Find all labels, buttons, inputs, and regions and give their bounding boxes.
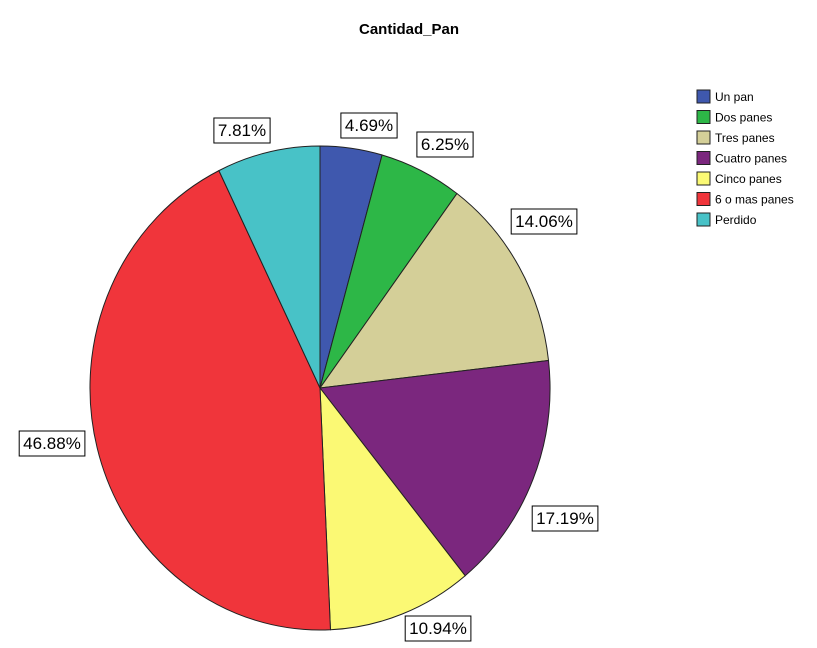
pie-slice-tres-panes — [318, 192, 550, 389]
pie-slice-6-o-mas-panes — [89, 169, 331, 631]
slice-label-text: 46.88% — [23, 434, 81, 453]
legend-item: Cinco panes — [696, 171, 782, 186]
legend-swatch — [696, 110, 711, 124]
legend-label: Perdido — [715, 213, 757, 227]
legend: Un pan Dos panes Tres panes Cuatro panes Cin… — [696, 89, 794, 227]
slice-label-text: 7.81% — [218, 121, 266, 140]
slice-label-box — [510, 208, 578, 235]
legend-label: Tres panes — [715, 131, 775, 145]
slice-label-box — [531, 505, 599, 532]
legend-swatch — [696, 151, 711, 165]
slice-label-box — [404, 615, 472, 642]
chart-title: Cantidad_Pan — [359, 21, 459, 38]
slice-label-text: 14.06% — [515, 212, 573, 231]
legend-item: Tres panes — [696, 130, 775, 145]
slice-label: 6.25% — [416, 131, 474, 158]
legend-label: 6 o mas panes — [715, 193, 794, 207]
legend-item: Dos panes — [696, 110, 772, 125]
pie-slice-perdido — [218, 145, 321, 389]
slice-label-box — [213, 117, 271, 144]
legend-item: Cuatro panes — [696, 151, 787, 166]
legend-swatch — [696, 130, 711, 145]
slice-label: 10.94% — [404, 615, 472, 642]
slice-labels: 4.69% 6.25% 14.06% 17.19% 10.94% 46.88% 7.81% — [18, 112, 599, 642]
slice-label-text: 17.19% — [536, 509, 594, 528]
slice-label-box — [416, 131, 474, 158]
slice-label-text: 10.94% — [409, 619, 467, 638]
pie-slice-cuatro-panes — [319, 359, 551, 577]
legend-swatch — [696, 89, 711, 104]
legend-item: 6 o mas panes — [696, 192, 794, 207]
legend-swatch — [696, 212, 711, 227]
legend-swatch — [696, 171, 711, 186]
legend-label: Un pan — [715, 90, 754, 104]
slice-label: 7.81% — [213, 117, 271, 144]
legend-label: Cuatro panes — [715, 152, 787, 166]
slice-label-box — [18, 430, 86, 457]
slice-label: 17.19% — [531, 505, 599, 532]
pie-slices — [89, 145, 551, 631]
slice-label-text: 6.25% — [421, 135, 469, 154]
legend-label: Dos panes — [715, 111, 772, 125]
pie-slice-cinco-panes — [319, 386, 466, 631]
legend-label: Cinco panes — [715, 172, 782, 186]
slice-label-text: 4.69% — [345, 116, 393, 135]
legend-item: Perdido — [696, 212, 757, 227]
slice-label: 14.06% — [510, 208, 578, 235]
slice-label: 4.69% — [340, 112, 398, 139]
legend-item: Un pan — [696, 89, 754, 104]
slice-label-box — [340, 112, 398, 139]
legend-swatch — [696, 192, 711, 206]
slice-label: 46.88% — [18, 430, 86, 457]
